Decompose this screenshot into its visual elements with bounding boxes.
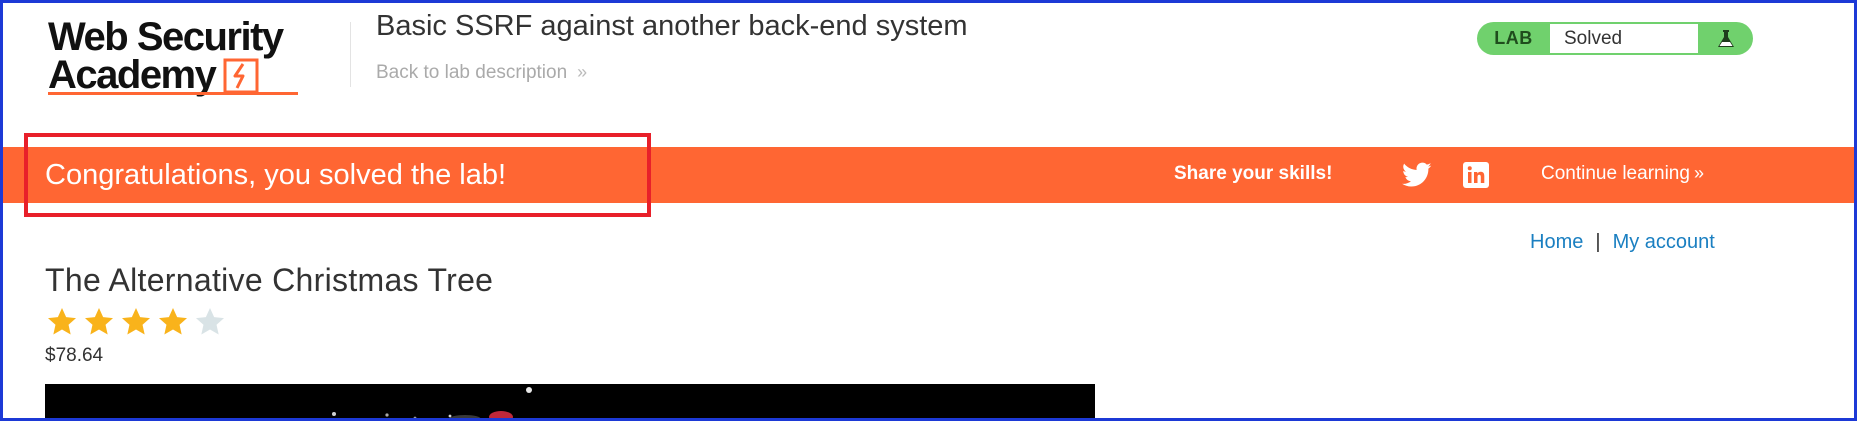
star-filled-icon — [159, 308, 187, 335]
linkedin-icon[interactable] — [1463, 162, 1489, 188]
congratulations-message: Congratulations, you solved the lab! — [45, 159, 507, 191]
product-image-graphic — [45, 384, 1095, 421]
back-link-label: Back to lab description — [376, 62, 568, 83]
lab-status-text: Solved — [1550, 24, 1698, 53]
continue-learning-link[interactable]: Continue learning» — [1541, 163, 1704, 185]
product-rating — [45, 306, 227, 338]
header: Web Security Academy Basic SSRF against … — [0, 0, 1857, 147]
star-empty-icon — [196, 308, 224, 335]
logo-line-2-text: Academy — [48, 53, 217, 97]
my-account-link[interactable]: My account — [1612, 231, 1715, 253]
web-security-academy-logo[interactable]: Web Security Academy — [48, 15, 348, 98]
product-price: $78.64 — [45, 345, 104, 366]
home-link[interactable]: Home — [1530, 231, 1584, 253]
product-image — [45, 384, 1095, 421]
header-divider — [350, 22, 351, 87]
double-chevron-right-icon: » — [1693, 163, 1704, 183]
flask-icon — [1698, 28, 1753, 50]
logo-underline — [48, 92, 298, 95]
product-title: The Alternative Christmas Tree — [45, 262, 494, 298]
logo-line-2: Academy — [48, 53, 348, 97]
star-filled-icon — [85, 308, 113, 335]
lab-badge: LAB — [1494, 28, 1533, 48]
highlight-box — [24, 133, 651, 217]
back-to-lab-description-link[interactable]: Back to lab description » — [376, 62, 587, 84]
solved-banner: Congratulations, you solved the lab! Sha… — [0, 147, 1857, 203]
logo-line-1: Web Security — [48, 15, 284, 59]
star-filled-icon — [122, 308, 150, 335]
lab-status-widget[interactable]: LAB Solved — [1477, 22, 1753, 55]
share-skills-label: Share your skills! — [1174, 163, 1333, 184]
logo-bolt-icon — [223, 58, 259, 94]
nav-separator: | — [1595, 231, 1601, 253]
top-nav: Home | My account — [1530, 231, 1715, 254]
star-filled-icon — [48, 308, 76, 335]
continue-learning-label: Continue learning — [1541, 163, 1690, 184]
double-chevron-right-icon: » — [577, 62, 588, 82]
twitter-icon[interactable] — [1402, 162, 1432, 188]
lab-title: Basic SSRF against another back-end syst… — [376, 10, 968, 42]
